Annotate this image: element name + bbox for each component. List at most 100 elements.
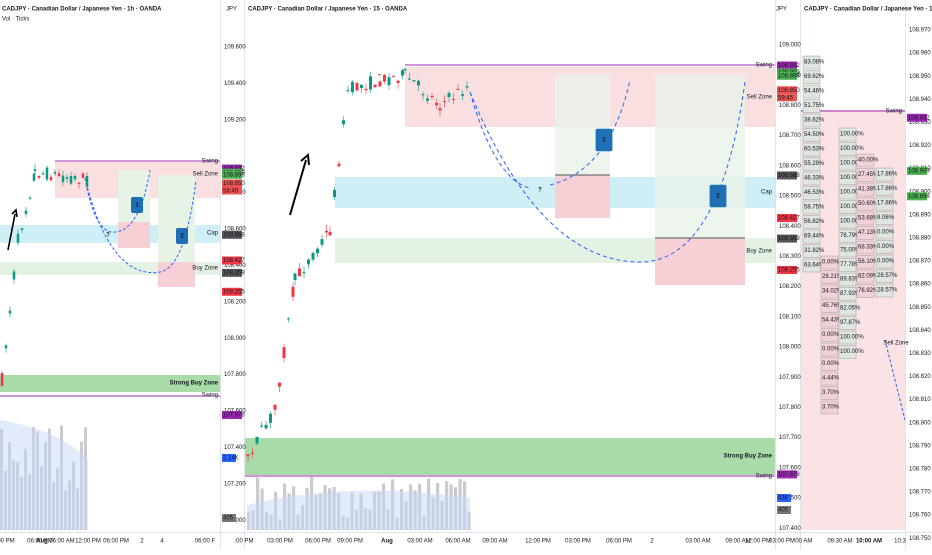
- price-tag: [222, 179, 242, 188]
- candle-body: [45, 167, 49, 180]
- price-axis-label: 108.760: [909, 513, 931, 519]
- zone-label: Swing: [202, 159, 218, 165]
- time-label: 06:00 PM: [103, 539, 129, 545]
- candle-body: [417, 80, 420, 86]
- price-tag: [907, 113, 927, 122]
- footprint-value: 53.68%: [858, 216, 879, 222]
- time-label: 09:30 AM: [827, 539, 852, 545]
- footprint-value: 28.57%: [877, 288, 898, 294]
- footprint-cell: [802, 200, 821, 215]
- footprint-value: 46.33%: [804, 176, 825, 182]
- price-axis-label: 108.000: [779, 345, 801, 351]
- footprint-value: 50.60%: [858, 201, 879, 207]
- strong-buy-zone: [245, 438, 775, 475]
- footprint-cell: [820, 400, 839, 415]
- volume-average: [0, 420, 88, 530]
- footprint-cell: [802, 258, 821, 273]
- footprint-value: 28.57%: [877, 273, 898, 279]
- price-axis-label: 107.600: [779, 465, 801, 471]
- position-box: [118, 170, 150, 222]
- candle-body: [373, 84, 377, 88]
- candle-body: [461, 94, 464, 96]
- trend-arrow: [7, 208, 18, 251]
- price-tag-label: 108.932: [778, 63, 800, 69]
- footprint-value: 31.82%: [804, 248, 825, 254]
- footprint-value: 17.86%: [877, 172, 898, 178]
- footprint-cell: [856, 240, 875, 255]
- zone-label: Sell Zone: [193, 172, 219, 178]
- candle-body: [364, 88, 368, 91]
- volume-tag-label: 405: [778, 508, 789, 514]
- projection-path: [884, 339, 906, 421]
- footprint-value: 82.05%: [840, 306, 861, 312]
- candle-body: [28, 197, 32, 199]
- price-axis-label: 108.880: [909, 235, 931, 241]
- footprint-value: 82.09%: [858, 274, 879, 280]
- candle-body: [426, 98, 429, 101]
- candle-body: [421, 94, 425, 96]
- zone-label: Sell Zone: [883, 341, 909, 347]
- question-marker: ?: [106, 233, 110, 239]
- price-axis-label: 108.700: [779, 133, 801, 139]
- footprint-cell: [820, 328, 839, 342]
- zone-label: Sell Zone: [747, 95, 773, 101]
- footprint-cell: [856, 197, 875, 211]
- price-tag: [907, 192, 927, 201]
- time-label: 10:3: [894, 539, 906, 545]
- price-tag-label: 108.898: [908, 194, 930, 200]
- footprint-cell: [802, 142, 821, 157]
- footprint-value: 3.70%: [822, 390, 840, 396]
- candle-body: [383, 74, 386, 82]
- price-axis-label: 108.200: [779, 284, 801, 290]
- volume-tag: [777, 494, 791, 502]
- projection-path: [84, 169, 197, 274]
- candle-body: [325, 230, 328, 233]
- candle-body: [41, 173, 45, 175]
- time-label: 09:00 AM: [725, 539, 750, 545]
- time-label: 03:00 AM: [685, 539, 710, 545]
- time-label: 4: [160, 539, 164, 545]
- price-axis-label: 107.800: [224, 372, 246, 378]
- price-tag-label: 108.427: [223, 258, 245, 264]
- time-label: :00 PM: [234, 539, 253, 545]
- price-tag-label: 108.898: [778, 73, 800, 79]
- price-tag: [907, 166, 927, 175]
- price-tag: [222, 230, 242, 239]
- price-axis-label: 108.870: [909, 259, 931, 265]
- footprint-cell: [838, 272, 857, 287]
- candle-body: [24, 210, 28, 214]
- candle-body: [65, 177, 69, 179]
- candle-body: [307, 259, 310, 265]
- footprint-value: 83.08%: [804, 60, 825, 66]
- candle-body: [291, 286, 295, 297]
- footprint-cell: [838, 171, 857, 185]
- footprint-value: 60.53%: [804, 147, 825, 153]
- footprint-value: 69.62%: [804, 74, 825, 80]
- footprint-cell: [838, 243, 857, 258]
- price-axis-label: 108.850: [909, 305, 931, 311]
- currency-label: JPY: [226, 7, 237, 13]
- time-label: 12:00 PM: [75, 539, 101, 545]
- time-label: 09:00 AM: [482, 539, 507, 545]
- candle-body: [12, 271, 16, 280]
- candle-body: [465, 86, 469, 88]
- price-axis-label: 109.400: [224, 81, 246, 87]
- zone-label: Strong Buy Zone: [170, 381, 219, 387]
- candle-body: [269, 413, 272, 423]
- footprint-cell: [802, 55, 821, 70]
- footprint-value: 97.87%: [840, 320, 861, 326]
- price-axis-label: 107.700: [779, 435, 801, 441]
- price-tag: [222, 170, 242, 179]
- zone-label: Buy Zone: [192, 266, 218, 272]
- volume-tag: [222, 454, 236, 462]
- candle-body: [255, 436, 259, 444]
- candle-body: [435, 102, 438, 106]
- projection-path: [469, 79, 746, 263]
- price-axis-label: 108.800: [779, 103, 801, 109]
- price-tag: [777, 171, 797, 180]
- footprint-value: 40.00%: [858, 158, 879, 164]
- time-label: 06:00 PM: [305, 539, 331, 545]
- price-axis-label: 108.750: [909, 536, 931, 542]
- candle-body: [452, 98, 455, 100]
- time-label: 12:00 PM: [525, 539, 551, 545]
